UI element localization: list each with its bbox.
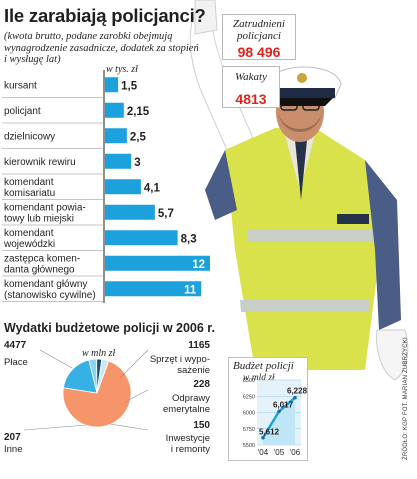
- line-ytick-label: 5750: [243, 427, 255, 433]
- bar-chart-unit: w tys. zł: [106, 64, 138, 75]
- pie-label-odprawy-2: emerytalne: [163, 404, 210, 415]
- bar-value-label: 5,7: [158, 208, 174, 220]
- pie-leader-line: [23, 424, 87, 431]
- line-ytick-label: 6250: [243, 394, 255, 400]
- bar-value-label: 2,15: [127, 106, 150, 118]
- bar-category-label: kierownik rewiru: [4, 157, 76, 168]
- pie-label-inwestycje-2: i remonty: [170, 444, 210, 455]
- bar-category-label: danta głównego: [4, 264, 75, 275]
- line-xtick-label: '05: [274, 448, 285, 457]
- page-title: Ile zarabiają policjanci?: [4, 5, 206, 26]
- pie-slice: [62, 360, 132, 428]
- pie-label-place: Płace: [4, 357, 28, 368]
- bar-category-label: komendant główny: [4, 279, 87, 290]
- bar-category-label: kursant: [4, 80, 37, 91]
- bar-category-label: wojewódzki: [3, 239, 55, 250]
- pie-leader-line: [109, 423, 149, 431]
- line-ytick-label: 6000: [243, 411, 255, 417]
- employed-label: Zatrudnieni policjanci: [233, 18, 285, 42]
- line-ytick-label: 5500: [243, 443, 255, 449]
- subtitle: (kwota brutto, podane zarobki obejmują w…: [4, 31, 199, 65]
- employed-value: 98 496: [237, 44, 281, 60]
- bar-value-label: 12: [192, 259, 205, 271]
- bar-category-label: towy lub miejski: [4, 213, 74, 224]
- bar: [105, 255, 210, 271]
- bar-category-label: zastępca komen-: [4, 253, 80, 264]
- bar: [105, 281, 202, 297]
- line-point: [277, 409, 281, 414]
- pie-label-inwestycje-1: Inwestycje: [165, 433, 210, 444]
- pie-label-odprawy-1: Odprawy: [171, 393, 210, 404]
- vacancies-box: Wakaty 4813: [222, 66, 280, 108]
- bar: [105, 77, 119, 93]
- line-ytick-label: 6500: [243, 378, 255, 384]
- bar-value-label: 1,5: [121, 80, 138, 92]
- pie-value-place: 4477: [4, 340, 27, 351]
- bar: [105, 204, 155, 220]
- source-credit: ŹRÓDŁO: KGP FOT. MARIAN ZUBRZYCKI: [403, 337, 409, 460]
- pie-slice: [96, 358, 110, 394]
- budget-chart-unit: w mld zł: [243, 373, 275, 383]
- bar-category-label: komendant: [4, 228, 54, 239]
- vacancies-label: Wakaty: [235, 71, 267, 83]
- bar-value-label: 11: [184, 284, 197, 296]
- bar: [105, 230, 178, 246]
- pie-leader-line: [124, 389, 149, 403]
- pie-chart-unit: w mln zł: [82, 348, 116, 359]
- pie-value-inne: 207: [4, 432, 21, 443]
- line-xtick-label: '04: [258, 448, 269, 457]
- budget-chart-title: Budżet policji: [233, 360, 294, 372]
- bar-value-label: 8,3: [181, 233, 197, 245]
- pie-value-odprawy: 228: [193, 379, 210, 390]
- bar-category-label: komendant: [4, 177, 54, 188]
- policeman-photo: [189, 0, 409, 381]
- bar-category-label: komisariatu: [4, 188, 55, 199]
- bar: [105, 102, 124, 118]
- bar-category-label: policjant: [4, 106, 41, 117]
- line-value-label: 6,017: [273, 400, 294, 409]
- pie-slice: [62, 359, 98, 394]
- section-title-budget: Wydatki budżetowe policji w 2006 r.: [4, 321, 215, 335]
- line-xtick-label: '06: [290, 448, 301, 457]
- pie-value-sprzet: 1165: [188, 340, 210, 351]
- pie-leader-line: [119, 349, 149, 379]
- line-point: [261, 435, 265, 440]
- pie-label-inne: Inne: [4, 444, 23, 455]
- bar-category-label: (stanowisko cywilne): [4, 290, 96, 301]
- pie-label-sprzet-1: Sprzęt i wypo-: [149, 354, 210, 365]
- bar-value-label: 2,5: [130, 131, 147, 143]
- pie-value-inwestycje: 150: [193, 420, 210, 431]
- line-point: [293, 395, 297, 400]
- pie-label-sprzet-2: sażenie: [177, 365, 210, 376]
- bar-category-label: dzielnicowy: [4, 131, 55, 142]
- line-value-label: 5,612: [259, 428, 280, 437]
- bar-value-label: 3: [134, 157, 140, 169]
- bar: [105, 179, 141, 195]
- line-area-fill: [263, 397, 295, 445]
- bar: [105, 153, 132, 169]
- bar-value-label: 4,1: [144, 182, 161, 194]
- vacancies-value: 4813: [235, 91, 267, 107]
- bar-category-label: komendant powia-: [4, 202, 86, 213]
- line-value-label: 6,228: [287, 387, 308, 396]
- employed-box: Zatrudnieni policjanci 98 496: [222, 14, 296, 60]
- bar: [105, 128, 127, 144]
- pie-leader-line: [39, 349, 73, 369]
